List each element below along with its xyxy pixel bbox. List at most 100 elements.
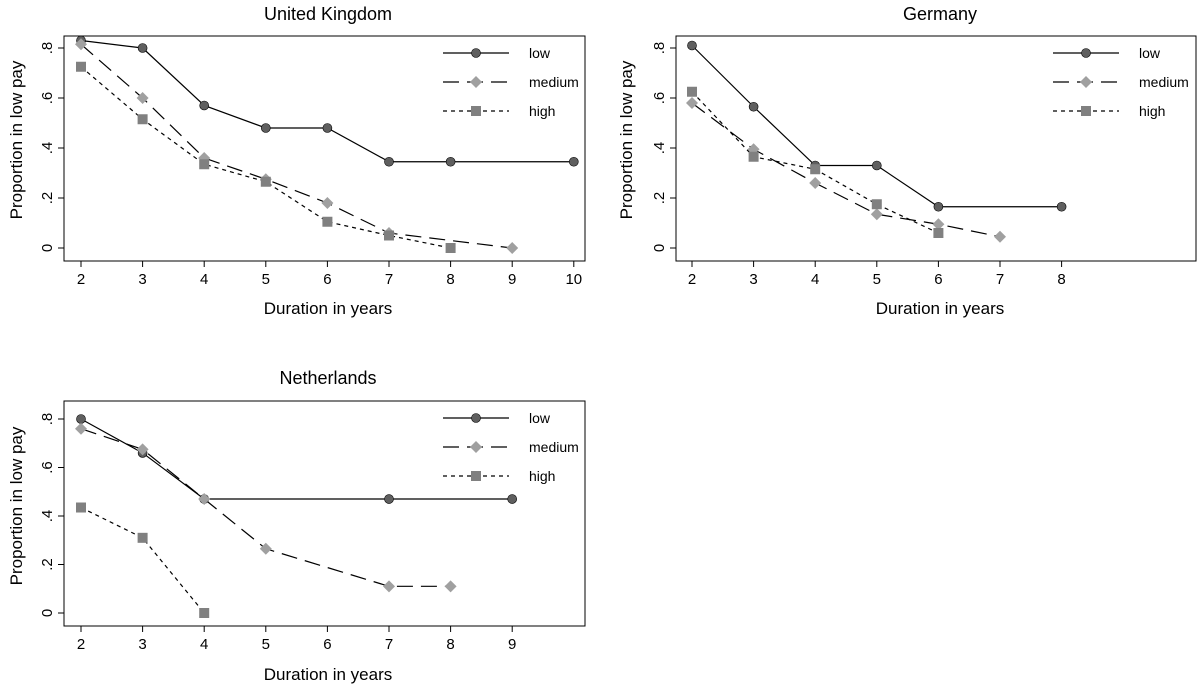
x-tick-label: 5: [873, 271, 881, 288]
data-point-medium: [259, 542, 272, 555]
x-tick-label: 10: [565, 271, 582, 288]
x-tick-label: 7: [996, 271, 1004, 288]
x-tick-label: 9: [508, 636, 516, 653]
series-line-low: [691, 45, 1062, 208]
data-point-high: [199, 608, 210, 618]
legend-marker-high: [471, 471, 481, 481]
chart-title: Germany: [903, 4, 977, 24]
chart-panel-netherlands: Netherlands Duration in years Proportion…: [7, 368, 586, 684]
x-tick-label: 4: [200, 271, 208, 288]
x-axis-title: Duration in years: [264, 299, 393, 318]
x-tick-label: 7: [385, 271, 393, 288]
x-tick-label: 8: [446, 636, 454, 653]
x-tick-label: 6: [323, 271, 331, 288]
x-tick-label: 6: [934, 271, 942, 288]
series-low: [687, 40, 1067, 212]
y-tick-label: .2: [651, 192, 668, 205]
series-line-medium: [80, 428, 451, 587]
data-point-medium: [506, 242, 519, 254]
series-line-low: [80, 418, 513, 500]
legend-label-low: low: [529, 410, 551, 426]
data-point-low: [384, 494, 394, 504]
legend-item-medium: medium: [443, 74, 579, 90]
x-tick-label: 6: [323, 636, 331, 653]
legend-label-high: high: [529, 468, 555, 484]
data-point-low: [384, 156, 394, 167]
y-tick-label: .4: [39, 510, 56, 523]
y-tick-label: .2: [39, 558, 56, 571]
data-point-high: [748, 151, 759, 162]
data-point-high: [445, 243, 456, 253]
y-axis-title: Proportion in low pay: [7, 426, 26, 585]
data-point-high: [322, 216, 333, 227]
legend-label-low: low: [1139, 45, 1161, 61]
y-tick-label: .4: [651, 142, 668, 155]
legend-label-medium: medium: [1139, 74, 1189, 90]
y-axis: 0 .2 .4 .6 .8: [39, 413, 64, 617]
legend-item-medium: medium: [1053, 74, 1189, 90]
data-point-low: [933, 201, 944, 212]
x-axis-title: Duration in years: [876, 299, 1005, 318]
data-point-high: [137, 114, 148, 125]
y-tick-label: .8: [39, 413, 56, 426]
series-high: [76, 61, 456, 253]
chart-panel-united-kingdom: United Kingdom Duration in years Proport…: [7, 4, 586, 318]
legend-label-high: high: [529, 103, 555, 119]
x-tick-label: 8: [1057, 271, 1065, 288]
legend-marker-medium: [470, 441, 482, 453]
legend-item-low: low: [443, 410, 551, 426]
series-low: [76, 414, 518, 504]
y-tick-label: .2: [39, 192, 56, 205]
x-tick-label: 7: [385, 636, 393, 653]
data-point-medium: [444, 580, 457, 593]
y-tick-label: .4: [39, 142, 56, 155]
data-point-high: [871, 199, 882, 210]
y-tick-label: 0: [39, 244, 56, 252]
plot-frame: [63, 400, 586, 627]
data-point-medium: [75, 422, 87, 435]
legend-marker-high: [471, 106, 481, 116]
data-point-low: [445, 156, 456, 167]
x-tick-label: 3: [749, 271, 757, 288]
y-tick-label: 0: [651, 244, 668, 252]
legend-item-low: low: [1053, 45, 1161, 61]
data-point-high: [260, 176, 271, 187]
series-line-high: [80, 66, 451, 249]
data-point-medium: [75, 38, 87, 51]
data-point-low: [199, 100, 209, 111]
series-high: [687, 86, 944, 238]
legend-item-medium: medium: [443, 439, 579, 455]
x-tick-label: 2: [77, 271, 85, 288]
x-axis-title: Duration in years: [264, 665, 393, 684]
x-tick-label: 5: [262, 271, 270, 288]
data-point-medium: [932, 218, 945, 231]
legend-label-high: high: [1139, 103, 1165, 119]
data-point-low: [1056, 201, 1067, 212]
legend-marker-medium: [470, 76, 482, 88]
data-point-low: [260, 123, 271, 133]
x-tick-label: 9: [508, 271, 516, 288]
data-point-medium: [321, 197, 334, 209]
legend-item-low: low: [443, 45, 551, 61]
y-tick-label: .8: [39, 42, 56, 55]
data-point-high: [687, 86, 697, 97]
y-axis: 0 .2 .4 .6 .8: [39, 42, 64, 252]
series-medium: [686, 97, 1006, 243]
x-tick-label: 4: [811, 271, 819, 288]
x-tick-label: 3: [138, 271, 146, 288]
legend-label-medium: medium: [529, 74, 579, 90]
legend: low medium high: [443, 45, 579, 119]
legend-label-medium: medium: [529, 439, 579, 455]
data-point-low: [871, 160, 882, 171]
x-tick-label: 2: [688, 271, 696, 288]
y-tick-label: .6: [39, 461, 56, 474]
legend-marker-low: [471, 413, 481, 423]
series-line-medium: [80, 43, 513, 249]
data-point-medium: [383, 580, 395, 593]
data-point-medium: [870, 208, 883, 221]
data-point-low: [76, 414, 86, 424]
data-point-high: [810, 164, 821, 175]
series-line-low: [80, 39, 574, 163]
series-line-medium: [691, 102, 1001, 238]
